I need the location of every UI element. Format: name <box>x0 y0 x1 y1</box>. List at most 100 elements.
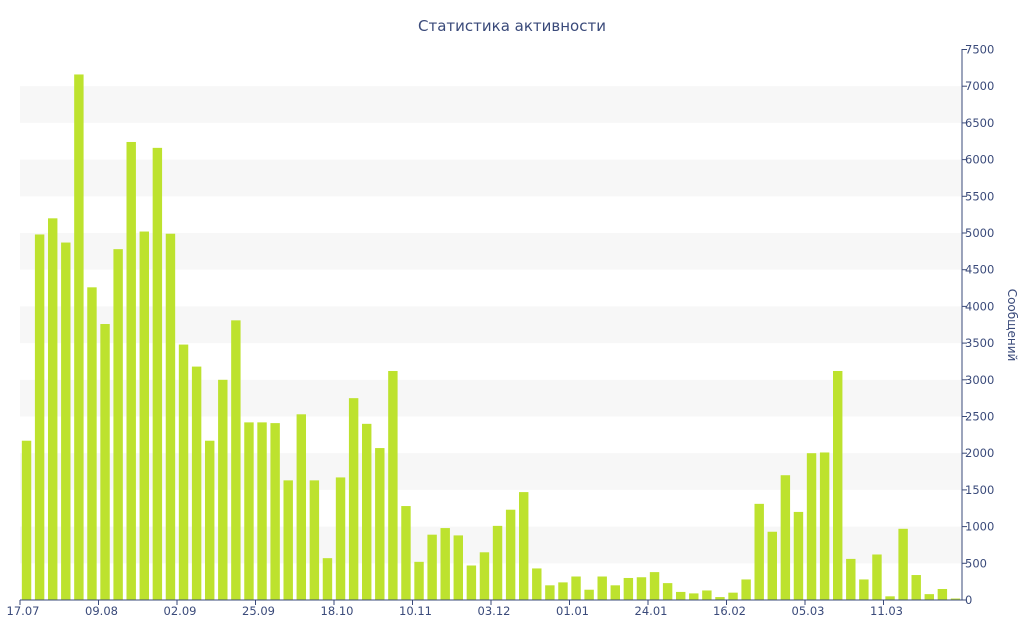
bar[interactable] <box>205 440 215 600</box>
bar[interactable] <box>937 588 948 600</box>
bar[interactable] <box>165 233 176 601</box>
y-tick-label: 7500 <box>965 43 994 57</box>
y-tick-label: 1500 <box>965 483 994 497</box>
bar[interactable] <box>806 453 817 600</box>
bar[interactable] <box>584 589 594 600</box>
x-tick-label: 01.01 <box>556 604 589 618</box>
bar[interactable] <box>126 141 136 601</box>
bar[interactable] <box>34 234 45 600</box>
bar[interactable] <box>793 511 804 600</box>
x-tick-label: 03.12 <box>478 604 511 618</box>
bar[interactable] <box>270 423 280 600</box>
bar[interactable] <box>623 577 634 600</box>
x-axis-ticks: 17.07 09.08 02.09 25.09 18.10 10.11 03.12 01.01… <box>7 600 903 618</box>
bar[interactable] <box>401 506 411 600</box>
bar[interactable] <box>348 398 359 600</box>
bar[interactable] <box>244 422 254 600</box>
bar[interactable] <box>362 423 372 600</box>
chart-title: Статистика активности <box>418 17 606 35</box>
y-tick-label: 2000 <box>965 446 994 460</box>
bar[interactable] <box>453 535 463 600</box>
y-tick-label: 6000 <box>965 153 994 167</box>
bar[interactable] <box>597 576 607 600</box>
bar[interactable] <box>335 477 346 600</box>
grid-band <box>20 306 962 344</box>
bar[interactable] <box>924 594 934 600</box>
bar[interactable] <box>872 554 882 600</box>
bar[interactable] <box>479 552 490 600</box>
grid-band <box>20 86 962 123</box>
bar[interactable] <box>74 74 84 600</box>
bar[interactable] <box>309 480 320 600</box>
bar[interactable] <box>741 579 751 600</box>
bar[interactable] <box>440 528 450 600</box>
y-axis-ticks: 0 500 1000 1500 2000 2500 3000 3500 4000 4500 5000… <box>962 43 994 607</box>
bar[interactable] <box>532 568 542 600</box>
bar[interactable] <box>21 440 32 600</box>
bar[interactable] <box>375 448 385 600</box>
bar[interactable] <box>859 579 869 600</box>
grid-band <box>20 159 962 197</box>
x-tick-label: 17.07 <box>7 604 40 618</box>
bar[interactable] <box>571 576 581 600</box>
bar[interactable] <box>558 582 568 600</box>
bar[interactable] <box>48 218 58 600</box>
bar[interactable] <box>322 558 333 600</box>
bar[interactable] <box>662 583 673 600</box>
grid-bands <box>20 86 962 564</box>
bar[interactable] <box>231 320 241 600</box>
bar[interactable] <box>636 577 647 600</box>
x-tick-label: 05.03 <box>792 604 825 618</box>
bar[interactable] <box>519 492 529 600</box>
bar[interactable] <box>152 147 163 601</box>
x-tick-label: 16.02 <box>713 604 746 618</box>
x-tick-label: 10.11 <box>399 604 432 618</box>
y-tick-label: 5500 <box>965 189 994 203</box>
bar[interactable] <box>178 344 189 600</box>
bar[interactable] <box>833 370 843 600</box>
bar[interactable] <box>427 534 437 600</box>
bar[interactable] <box>728 592 738 600</box>
bar[interactable] <box>702 590 712 600</box>
bar[interactable] <box>885 596 895 600</box>
bar[interactable] <box>846 558 856 600</box>
bar[interactable] <box>296 414 306 600</box>
bar[interactable] <box>649 572 660 600</box>
y-tick-label: 500 <box>965 556 987 570</box>
bar[interactable] <box>754 503 764 600</box>
bar[interactable] <box>61 242 71 601</box>
bar[interactable] <box>610 585 620 600</box>
bar[interactable] <box>139 231 149 600</box>
bar[interactable] <box>545 585 555 600</box>
bar[interactable] <box>780 475 791 600</box>
bar[interactable] <box>388 370 398 600</box>
y-tick-label: 6500 <box>965 116 994 130</box>
bar[interactable] <box>283 480 293 600</box>
bar[interactable] <box>505 509 516 600</box>
bar[interactable] <box>689 593 699 600</box>
bar[interactable] <box>676 591 686 600</box>
bar[interactable] <box>257 422 267 600</box>
x-tick-label: 24.01 <box>635 604 668 618</box>
bar[interactable] <box>466 565 477 601</box>
y-tick-label: 2500 <box>965 410 994 424</box>
grid-band <box>20 526 962 564</box>
bar[interactable] <box>819 452 830 600</box>
bar[interactable] <box>767 531 777 600</box>
bar[interactable] <box>191 366 202 600</box>
bar[interactable] <box>218 379 228 600</box>
bar[interactable] <box>950 598 961 600</box>
bar[interactable] <box>87 287 97 600</box>
grid-band <box>20 233 962 270</box>
x-tick-label: 02.09 <box>164 604 197 618</box>
grid-band <box>20 453 962 490</box>
bar[interactable] <box>414 561 424 600</box>
y-tick-label: 4000 <box>965 299 994 313</box>
bar[interactable] <box>715 597 725 600</box>
bar[interactable] <box>100 324 110 600</box>
bar[interactable] <box>113 249 123 600</box>
bar[interactable] <box>492 525 503 600</box>
bar[interactable] <box>911 575 921 600</box>
bar[interactable] <box>898 528 908 600</box>
